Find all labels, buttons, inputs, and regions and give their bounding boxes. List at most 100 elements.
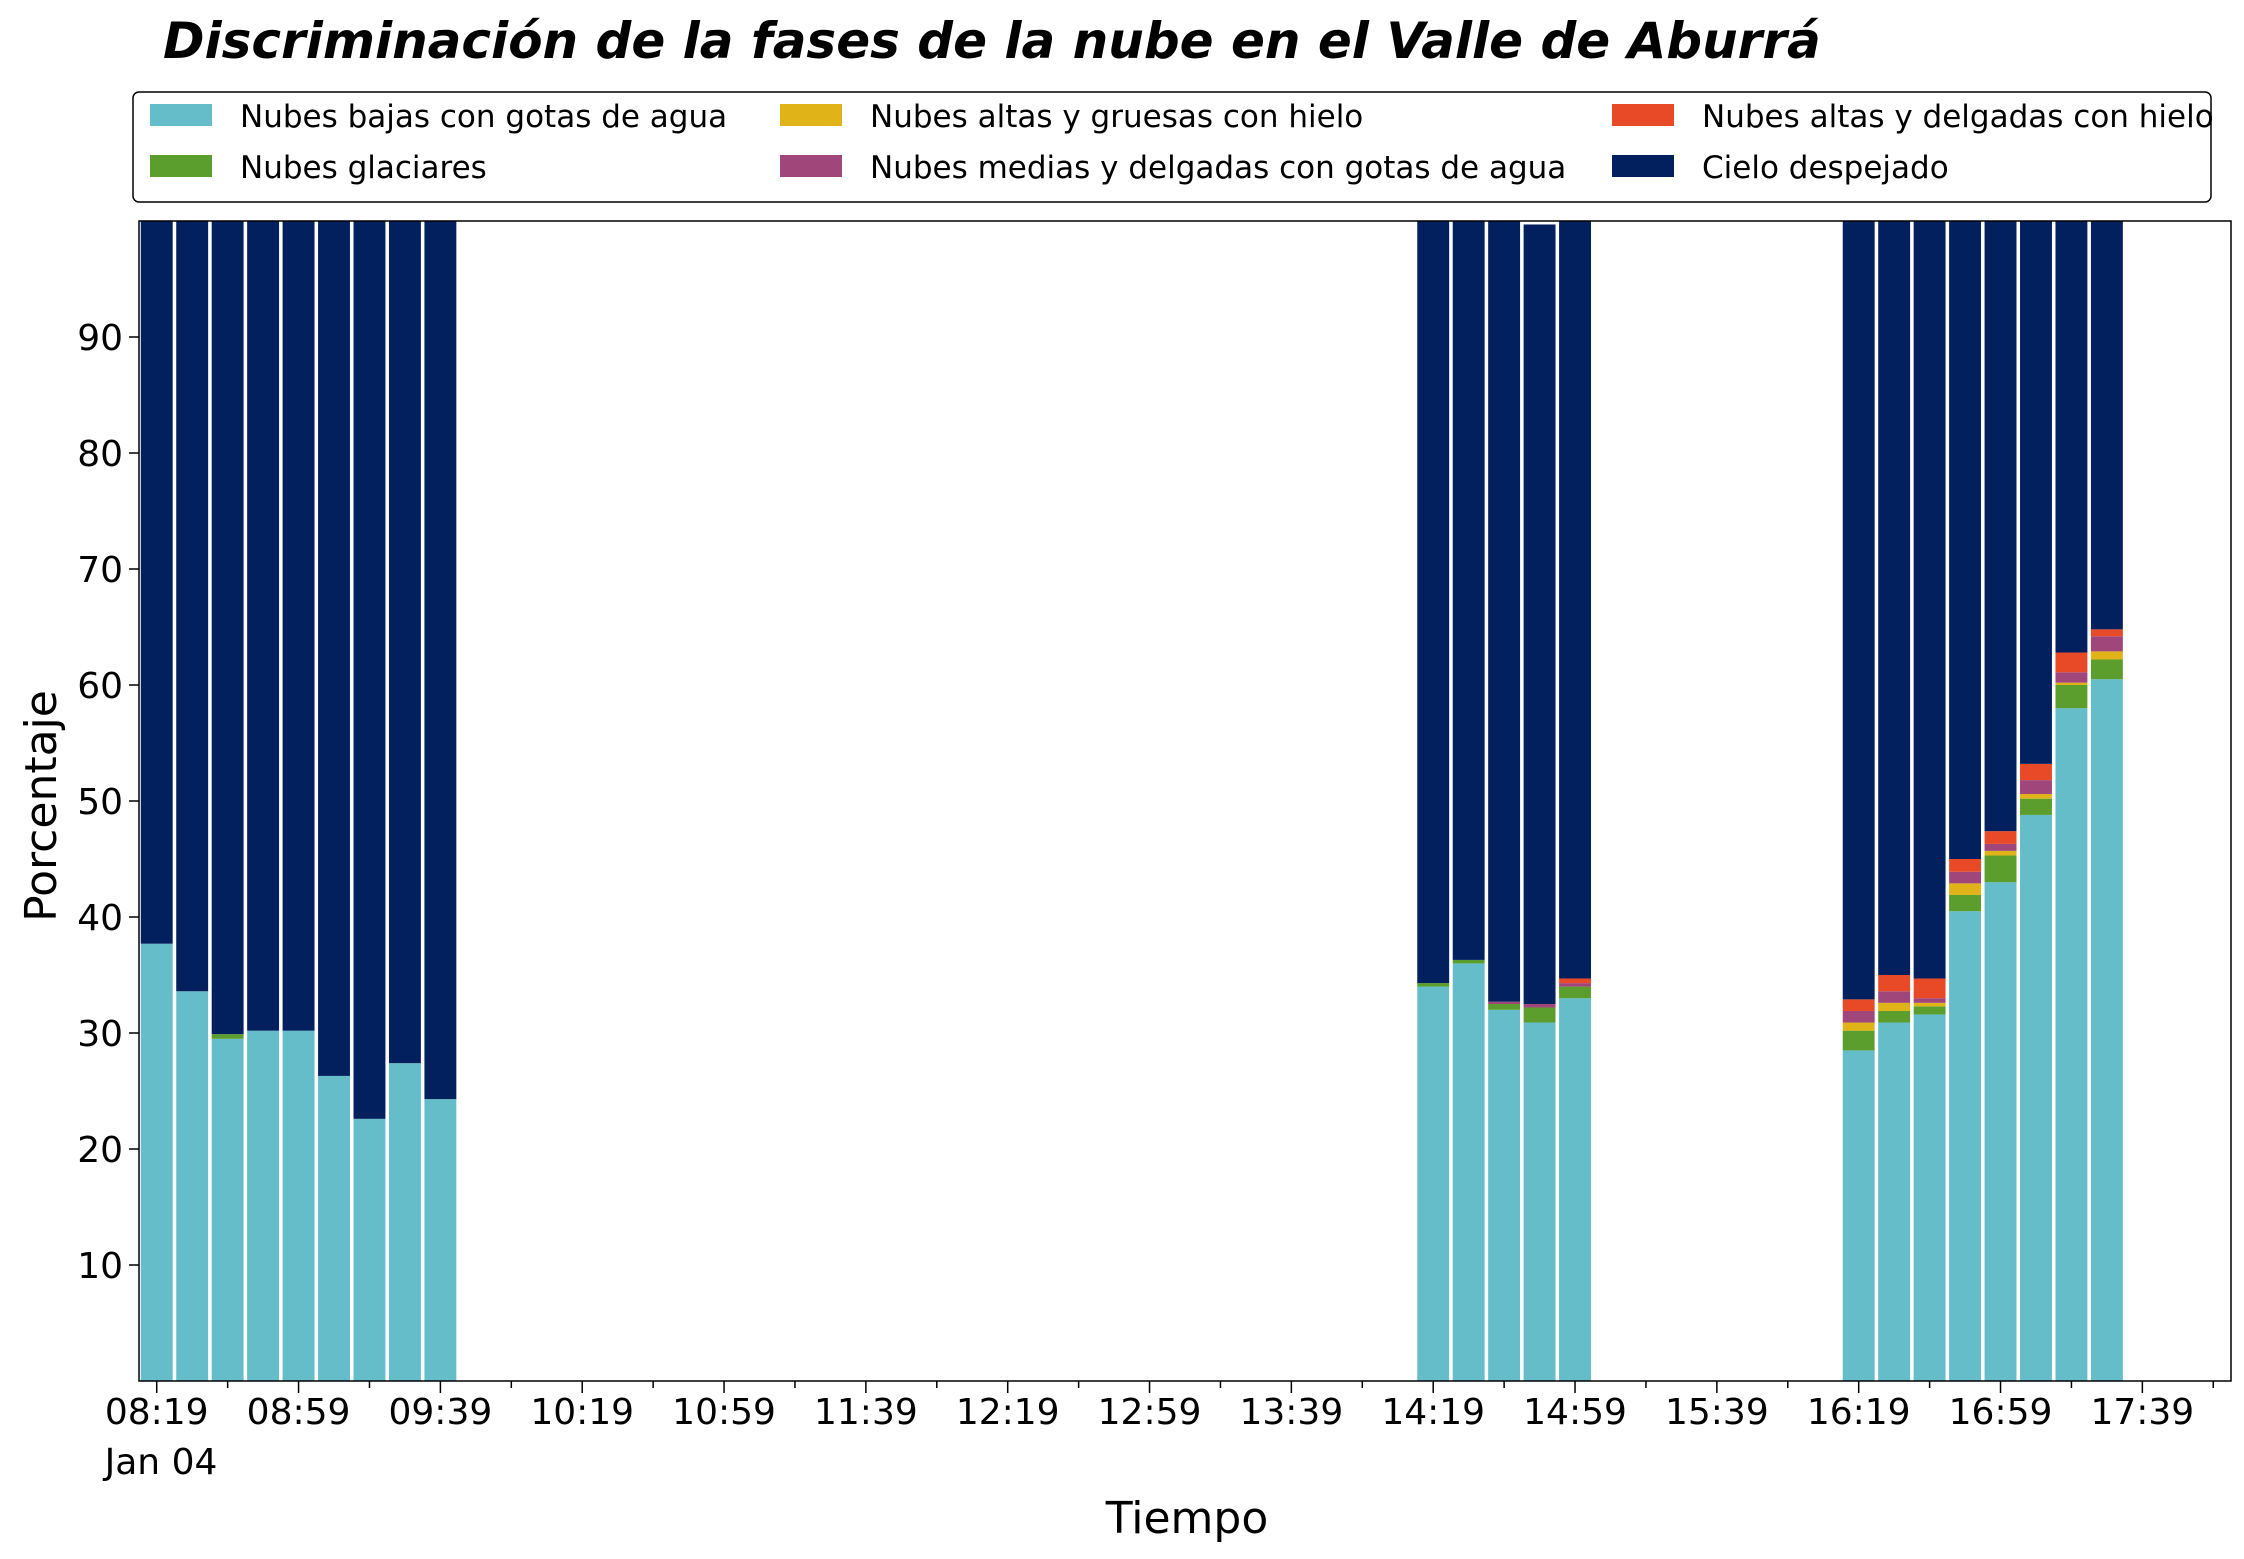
- bar-segment-1709-s2: [2020, 794, 2052, 799]
- x-date-label: Jan 04: [103, 1442, 218, 1483]
- bar-segment-1639-s3: [1913, 998, 1946, 1003]
- x-tick-label: 08:59: [247, 1392, 351, 1433]
- legend-label: Nubes glaciares: [240, 150, 487, 186]
- y-tick-label: 10: [77, 1246, 123, 1287]
- bar-segment-1729-s1: [2090, 659, 2123, 680]
- x-axis-label: Tiempo: [1105, 1493, 1269, 1544]
- bar-segment-1639-s1: [1913, 1006, 1946, 1015]
- bar-segment-1659-s0: [1984, 882, 2017, 1381]
- bar-segment-1629-s1: [1878, 1010, 1911, 1023]
- bar-segment-0909-s5: [318, 221, 350, 1076]
- bar-segment-1629-s3: [1878, 991, 1911, 1003]
- legend-swatch: [150, 104, 212, 126]
- x-tick-label: 12:59: [1098, 1392, 1202, 1433]
- bar-segment-1439-s5: [1488, 221, 1521, 1002]
- bar-segment-1659-s1: [1984, 855, 2017, 883]
- bar-segment-0909-s0: [318, 1075, 350, 1381]
- bar-segment-0939-s5: [424, 221, 457, 1100]
- legend-swatch: [150, 155, 212, 177]
- x-tick-label: 14:59: [1523, 1392, 1627, 1433]
- x-tick-label: 16:59: [1949, 1392, 2053, 1433]
- bar-segment-1439-s3: [1488, 1001, 1521, 1004]
- y-tick-label: 20: [77, 1130, 123, 1171]
- bar-segment-1729-s3: [2090, 636, 2123, 652]
- x-tick-label: 10:59: [672, 1392, 776, 1433]
- bar-segment-0939-s0: [424, 1099, 457, 1381]
- bar-segment-1639-s5: [1913, 221, 1946, 979]
- y-tick-label: 50: [77, 782, 123, 823]
- legend-swatch: [1612, 155, 1674, 177]
- bar-segment-0859-s5: [282, 221, 315, 1031]
- bar-segment-1659-s5: [1984, 221, 2017, 832]
- bar-segment-1649-s1: [1949, 894, 1982, 912]
- y-axis: 10 20 30 40 50 60 70 80 90: [77, 318, 139, 1287]
- bar-segment-1629-s2: [1878, 1002, 1911, 1011]
- bar-segment-0849-s0: [247, 1030, 280, 1381]
- bar-segment-1629-s5: [1878, 221, 1911, 975]
- bar-segment-1419-s5: [1417, 221, 1450, 984]
- bar-segment-1659-s4: [1984, 831, 2017, 844]
- bars: [140, 221, 2123, 1381]
- bar-segment-1459-s4: [1559, 978, 1591, 984]
- bar-segment-1619-s0: [1842, 1050, 1875, 1381]
- bar-segment-1629-s4: [1878, 975, 1911, 992]
- bar-segment-1709-s4: [2020, 763, 2052, 781]
- bar-segment-1719-s1: [2055, 685, 2088, 709]
- bar-segment-1649-s3: [1949, 871, 1982, 884]
- bar-segment-1449-s5: [1523, 224, 1556, 1005]
- bar-segment-1619-s3: [1842, 1010, 1875, 1023]
- bar-segment-0849-s5: [247, 221, 280, 1031]
- x-axis: Jan 04 08:19 08:59 09:39 10:19 10:59 11:39 12:…: [103, 1381, 2215, 1483]
- bar-segment-1729-s0: [2090, 679, 2123, 1381]
- y-tick-label: 30: [77, 1014, 123, 1055]
- x-tick-label: 08:19: [105, 1392, 209, 1433]
- bar-segment-0839-s5: [211, 221, 244, 1035]
- bar-segment-1729-s4: [2090, 629, 2123, 637]
- y-axis-label: Porcentaje: [16, 690, 67, 922]
- bar-segment-1449-s1: [1523, 1007, 1556, 1023]
- bar-segment-0819-s5: [140, 221, 173, 944]
- bar-segment-1619-s4: [1842, 999, 1875, 1011]
- bar-segment-1449-s3: [1523, 1004, 1556, 1008]
- plot-area: [138, 220, 2232, 1382]
- bar-segment-1719-s3: [2055, 672, 2088, 683]
- bar-segment-1459-s1: [1559, 986, 1591, 999]
- bar-segment-1439-s0: [1488, 1009, 1521, 1381]
- x-tick-label: 14:19: [1381, 1392, 1485, 1433]
- bar-segment-0859-s0: [282, 1030, 315, 1381]
- bar-segment-1619-s5: [1842, 221, 1875, 1000]
- legend: Nubes bajas con gotas de agua Nubes glaci…: [132, 91, 2214, 203]
- bar-segment-1449-s0: [1523, 1022, 1556, 1381]
- bar-segment-0839-s0: [211, 1038, 244, 1381]
- bar-segment-1459-s0: [1559, 998, 1591, 1381]
- y-tick-label: 60: [77, 666, 123, 707]
- legend-swatch: [780, 155, 842, 177]
- y-tick-label: 40: [77, 898, 123, 939]
- bar-segment-0829-s5: [176, 221, 209, 992]
- bar-segment-1639-s0: [1913, 1014, 1946, 1381]
- bar-segment-1709-s5: [2020, 221, 2052, 764]
- bar-segment-1729-s5: [2090, 221, 2123, 630]
- bar-segment-1719-s5: [2055, 221, 2088, 653]
- bar-segment-1629-s0: [1878, 1022, 1911, 1381]
- bar-segment-1429-s1: [1452, 959, 1485, 964]
- bar-segment-0929-s0: [388, 1063, 421, 1381]
- bar-segment-0929-s5: [388, 221, 421, 1064]
- y-tick-label: 80: [77, 434, 123, 475]
- bar-segment-1459-s5: [1559, 221, 1591, 979]
- bar-segment-0919-s0: [353, 1118, 386, 1381]
- bar-segment-1649-s4: [1949, 859, 1982, 872]
- y-tick-label: 70: [77, 550, 123, 591]
- legend-label: Nubes medias y delgadas con gotas de agu…: [870, 150, 1566, 186]
- legend-swatch: [1612, 104, 1674, 126]
- bar-segment-1639-s2: [1913, 1002, 1946, 1007]
- bar-segment-1619-s2: [1842, 1022, 1875, 1031]
- bar-segment-1459-s3: [1559, 983, 1591, 987]
- bar-segment-1709-s0: [2020, 814, 2052, 1381]
- legend-label: Cielo despejado: [1702, 150, 1949, 186]
- bar-segment-1659-s2: [1984, 850, 2017, 856]
- x-tick-label: 10:19: [530, 1392, 634, 1433]
- bar-segment-1649-s2: [1949, 883, 1982, 895]
- legend-label: Nubes altas y delgadas con hielo: [1702, 99, 2214, 135]
